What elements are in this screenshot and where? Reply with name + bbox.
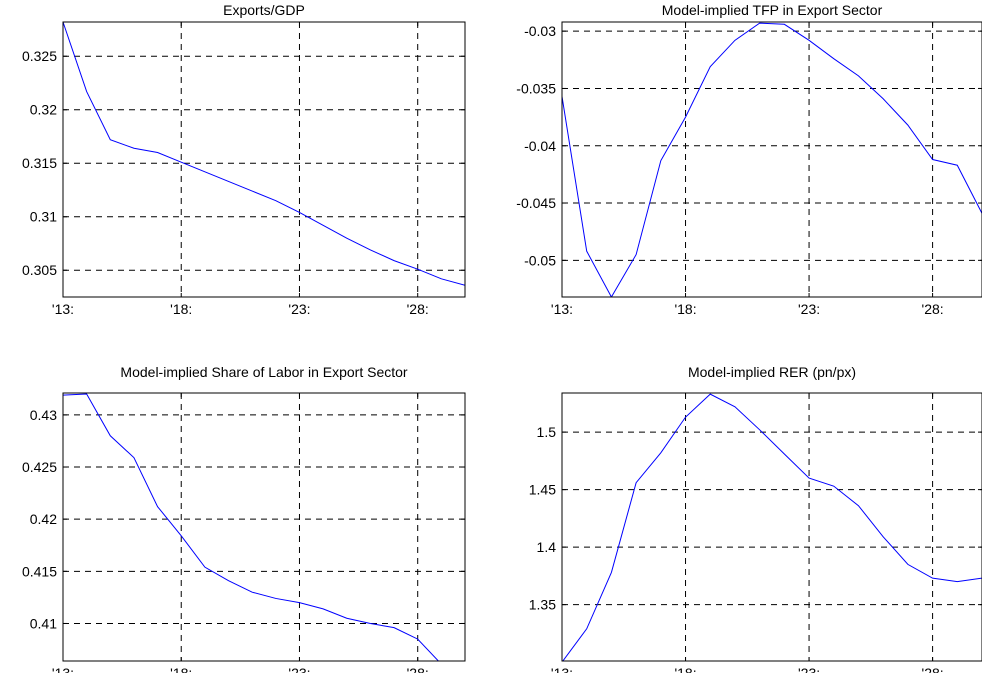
chart-title: Exports/GDP [223,2,305,18]
series-line [63,22,465,286]
plot-frame [561,21,982,298]
x-tick-label: '13: [52,301,74,317]
y-tick-label: 1.45 [529,482,556,498]
y-tick-label: 0.42 [30,511,57,527]
plot-frame [561,392,982,662]
y-tick-label: 0.315 [22,155,57,171]
chart-panel-4: Model-implied RER (pn/px) '13: '18: '23: '28… [529,364,982,673]
chart-title: Model-implied RER (pn/px) [688,364,856,380]
x-tick-label: '23: [288,301,310,317]
x-tick-label: '13: [551,301,573,317]
y-tick-label: 1.5 [537,424,557,440]
plot-frame [62,392,466,662]
y-tick-label: 0.425 [22,459,57,475]
y-tick-label: -0.035 [516,80,556,96]
y-tick-label: 0.415 [22,563,57,579]
y-tick-label: 0.32 [30,102,57,118]
x-tick-label: '23: [798,665,820,673]
y-tick-label: 0.31 [30,209,57,225]
chart-panel-2: Model-implied TFP in Export Sector '13: '1… [516,2,982,317]
y-tick-label: 0.325 [22,48,57,64]
series-line [63,393,440,661]
y-tick-label: 0.305 [22,262,57,278]
y-tick-label: 1.4 [537,539,557,555]
x-tick-label: '28: [922,301,944,317]
x-tick-label: '13: [551,665,573,673]
x-tick-label: '18: [674,301,696,317]
x-tick-label: '28: [407,665,429,673]
x-tick-label: '18: [170,301,192,317]
x-tick-label: '23: [288,665,310,673]
y-tick-label: 0.41 [30,615,57,631]
x-tick-label: '18: [170,665,192,673]
x-tick-label: '23: [798,301,820,317]
x-tick-label: '28: [922,665,944,673]
y-tick-label: 1.35 [529,597,556,613]
y-tick-label: -0.03 [524,23,556,39]
y-tick-label: -0.04 [524,138,556,154]
chart-panel-1: Exports/GDP '13: '18: '23: '28: 0.305 0.31 0.31… [22,2,466,317]
x-tick-label: '13: [52,665,74,673]
x-tick-label: '28: [407,301,429,317]
chart-title: Model-implied Share of Labor in Export S… [120,364,407,380]
y-tick-label: -0.05 [524,252,556,268]
x-tick-label: '18: [674,665,696,673]
series-line [562,22,982,297]
y-tick-label: 0.43 [30,407,57,423]
series-line [562,393,982,661]
y-tick-label: -0.045 [516,195,556,211]
chart-title: Model-implied TFP in Export Sector [662,2,883,18]
plot-frame [62,21,466,298]
chart-panel-3: Model-implied Share of Labor in Export S… [22,364,466,673]
